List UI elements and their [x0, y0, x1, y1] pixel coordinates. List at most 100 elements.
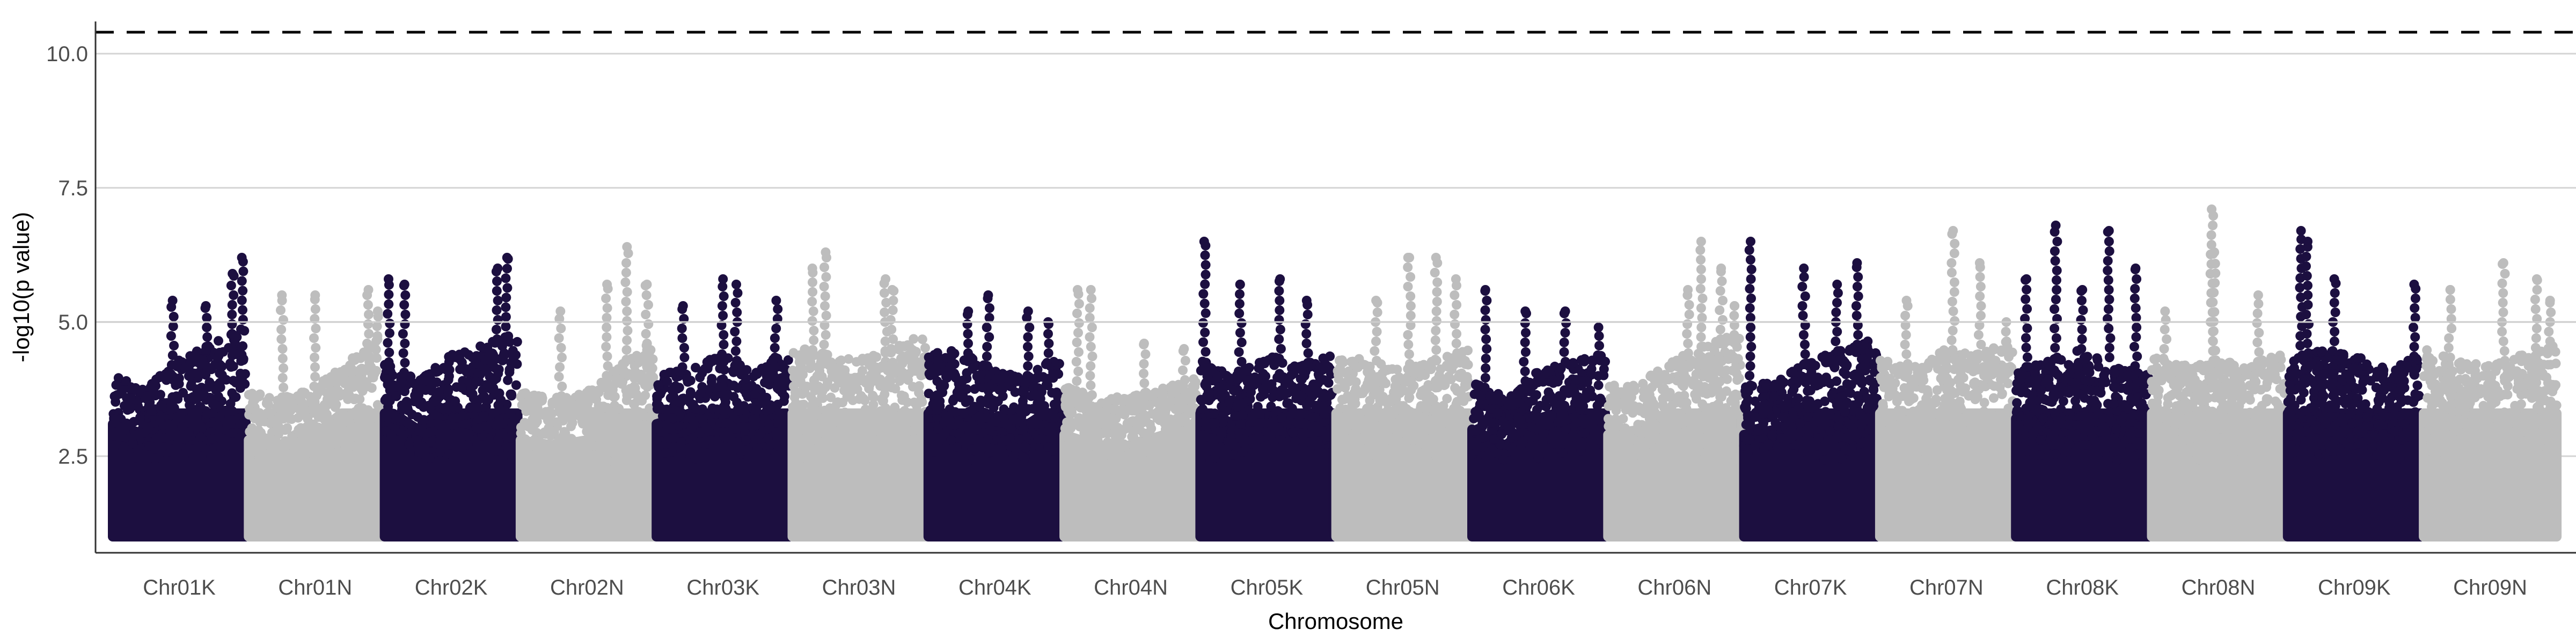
- snp-point: [215, 412, 225, 422]
- snp-point: [319, 450, 330, 460]
- snp-point: [720, 393, 730, 403]
- snp-point: [1226, 431, 1236, 442]
- snp-point: [691, 404, 701, 414]
- snp-point: [1166, 414, 1175, 425]
- snp-point: [1204, 392, 1214, 402]
- snp-point: [197, 423, 207, 433]
- peak-point: [1086, 285, 1096, 295]
- snp-point: [229, 290, 239, 300]
- snp-point: [169, 392, 179, 402]
- snp-point: [869, 455, 879, 465]
- snp-point: [1013, 376, 1023, 386]
- snp-point: [311, 324, 321, 333]
- snp-point: [1516, 415, 1526, 425]
- snp-point: [788, 365, 798, 376]
- snp-point: [425, 453, 435, 463]
- snp-point: [331, 375, 341, 385]
- snp-point: [1369, 450, 1379, 460]
- snp-point: [1325, 351, 1335, 361]
- snp-point: [279, 383, 289, 392]
- snp-point: [821, 330, 831, 340]
- snp-point: [1853, 398, 1863, 408]
- snp-point: [929, 447, 939, 457]
- snp-point: [363, 319, 373, 329]
- snp-point: [144, 441, 155, 451]
- snp-point: [865, 422, 875, 432]
- snp-point: [169, 341, 179, 350]
- snp-point: [1549, 438, 1560, 449]
- snp-point: [1135, 436, 1145, 447]
- snp-point: [1351, 377, 1361, 387]
- snp-point: [833, 397, 843, 407]
- snp-point: [398, 348, 408, 358]
- snp-point: [1453, 371, 1463, 382]
- peak-point: [1023, 306, 1033, 316]
- snp-point: [1190, 382, 1200, 392]
- snp-point: [554, 405, 565, 415]
- snp-point: [1919, 375, 1929, 385]
- snp-point: [1201, 347, 1211, 357]
- snp-point: [1260, 358, 1270, 369]
- snp-point: [1520, 367, 1530, 376]
- snp-point: [1696, 303, 1706, 313]
- snp-point: [664, 433, 674, 443]
- snp-point: [1334, 370, 1343, 380]
- snp-point: [443, 386, 453, 396]
- snp-point: [805, 437, 815, 448]
- snp-point: [265, 432, 275, 442]
- snp-point: [1238, 447, 1248, 457]
- snp-point: [968, 455, 978, 465]
- snp-point: [1745, 332, 1755, 342]
- snp-point: [1924, 397, 1935, 407]
- snp-point: [1268, 444, 1277, 454]
- peak-point: [1451, 274, 1461, 284]
- snp-point: [1307, 391, 1318, 401]
- snp-point: [1878, 375, 1888, 385]
- snp-point: [610, 392, 620, 402]
- snp-point: [1910, 427, 1920, 437]
- snp-point: [1616, 387, 1626, 397]
- snp-point: [1660, 375, 1671, 385]
- snp-point: [1452, 329, 1462, 339]
- snp-point: [1286, 370, 1296, 380]
- snp-point: [1979, 398, 1989, 408]
- snp-point: [1038, 372, 1048, 382]
- snp-point: [791, 387, 800, 397]
- snp-point: [1649, 429, 1659, 439]
- snp-point: [1182, 418, 1191, 428]
- snp-point: [932, 390, 942, 400]
- snp-point: [894, 345, 904, 355]
- snp-point: [880, 308, 890, 317]
- snp-point: [1558, 409, 1569, 420]
- snp-point: [1170, 404, 1181, 414]
- snp-point: [1762, 405, 1773, 415]
- snp-point: [551, 441, 561, 451]
- snp-point: [1917, 383, 1927, 393]
- snp-point: [1711, 400, 1722, 411]
- snp-point: [1403, 340, 1414, 349]
- snp-point: [1006, 425, 1016, 435]
- snp-point: [1480, 305, 1490, 315]
- snp-point: [1701, 424, 1711, 434]
- snp-point: [809, 335, 819, 345]
- snp-point: [766, 372, 777, 383]
- snp-point: [1853, 291, 1863, 301]
- chromosome-Chr02N: [515, 242, 658, 541]
- snp-point: [875, 381, 885, 391]
- snp-point: [682, 374, 692, 384]
- snp-point: [475, 341, 486, 352]
- snp-point: [1184, 395, 1195, 405]
- snp-point: [808, 287, 818, 297]
- snp-point: [1275, 305, 1285, 315]
- snp-point: [338, 408, 348, 419]
- snp-point: [1941, 429, 1951, 439]
- snp-point: [1458, 354, 1468, 364]
- snp-point: [1943, 394, 1953, 404]
- snp-point: [749, 389, 759, 399]
- snp-point: [227, 350, 237, 361]
- snp-point: [1605, 382, 1615, 392]
- snp-point: [1744, 245, 1754, 255]
- snp-point: [1683, 339, 1693, 348]
- chromosome-Chr01N: [244, 285, 387, 541]
- snp-point: [1160, 424, 1170, 434]
